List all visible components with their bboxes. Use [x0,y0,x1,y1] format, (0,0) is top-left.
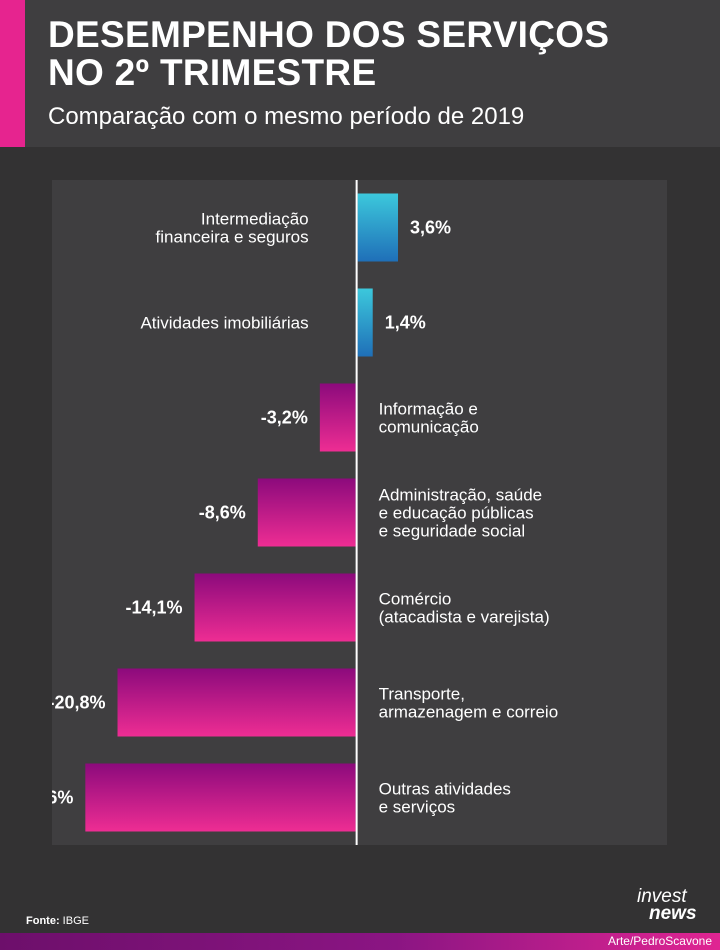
chart-subtitle: Comparação com o mesmo período de 2019 [48,103,525,130]
footer-bar: Arte/PedroScavone [0,933,720,950]
value-label-0: 3,6% [410,218,451,238]
value-label-2: -3,2% [261,408,308,428]
category-label-4: Comércio (atacadista e varejista) [379,590,550,627]
value-label-3: -8,6% [199,503,246,523]
bar-6 [85,763,356,832]
chart-title: DESEMPENHO DOS SERVIÇOS NO 2º TRIMESTRE [48,16,609,92]
source-value: IBGE [62,915,89,927]
category-label-2: Informação e comunicação [379,400,479,437]
category-label-1: Atividades imobiliárias [140,314,308,333]
bar-5 [117,668,356,737]
bar-2 [319,383,356,452]
bar-4 [194,573,356,642]
logo-line-1: invest [637,886,687,907]
bar-1 [357,288,373,357]
source-label: Fonte: [26,915,60,927]
category-label-3: Administração, saúde e educação públicas e… [379,486,542,541]
title-line-1: DESEMPENHO DOS SERVIÇOS [48,14,610,55]
header [0,0,720,147]
category-label-0: Intermediação financeira e seguros [156,210,309,247]
investnews-logo: invest news [637,886,707,924]
logo-line-2: news [649,903,697,924]
bar-3 [257,478,356,547]
value-label-1: 1,4% [385,313,426,333]
bar-0 [357,193,399,262]
category-label-6: Outras atividades e serviços [379,780,511,817]
labels-group: 3,6% Intermediação financeira e seguros 1,4… [52,210,558,817]
bars-group [85,193,399,832]
chart-panel: 3,6% Intermediação financeira e seguros 1,4… [52,180,667,845]
value-label-5: -20,8% [52,693,106,713]
bar-chart: 3,6% Intermediação financeira e seguros 1,4… [52,180,558,845]
title-line-2: NO 2º TRIMESTRE [48,52,377,93]
accent-bar [0,0,25,147]
category-label-5: Transporte, armazenagem e correio [379,685,559,722]
source-note: Fonte: IBGE [26,915,89,927]
art-credit: Arte/PedroScavone [607,934,712,948]
value-label-6: -23,6% [52,788,73,808]
value-label-4: -14,1% [125,598,182,618]
